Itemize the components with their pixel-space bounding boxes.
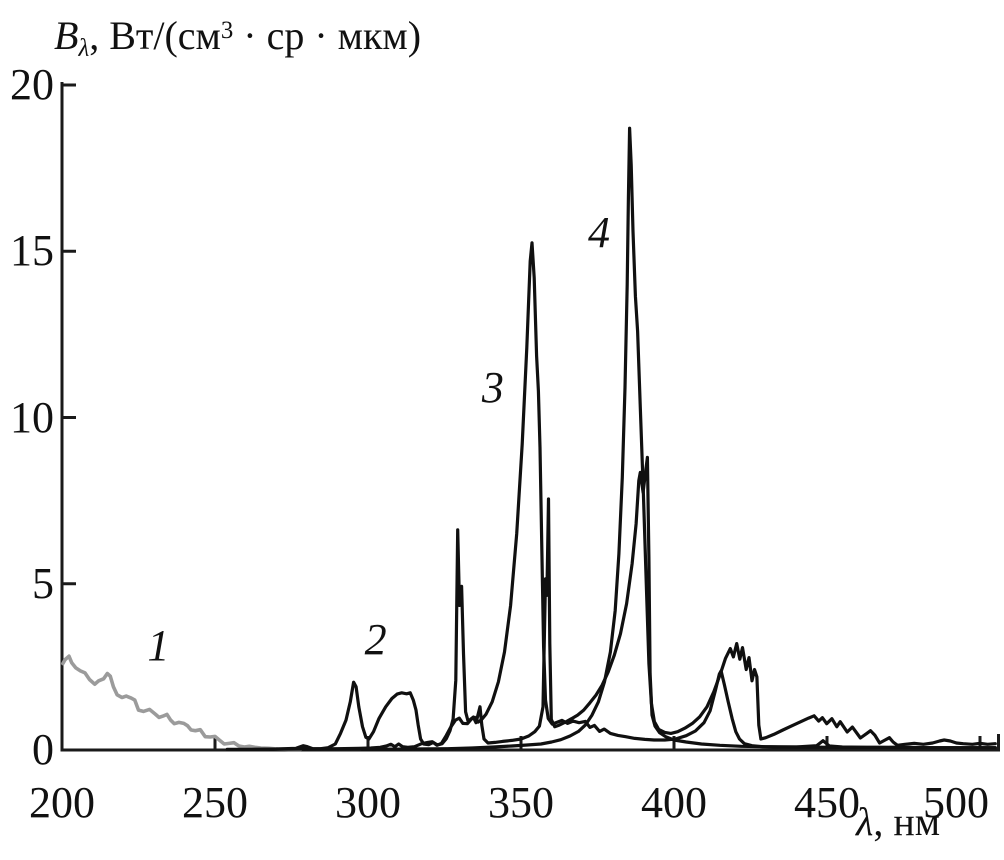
series-line-1 (61, 654, 303, 752)
series-line-2 (225, 455, 997, 751)
y-axis-unit-exponent: 3 (220, 16, 234, 44)
y-tick-label-0: 0 (32, 725, 54, 774)
x-tick-label-400: 400 (641, 778, 707, 827)
x-tick-label-200: 200 (29, 778, 95, 827)
x-tick-label-350: 350 (488, 778, 554, 827)
y-axis-unit-post: · ср · мкм) (233, 13, 422, 58)
y-axis-symbol: B (54, 13, 79, 58)
x-tick-label-300: 300 (335, 778, 401, 827)
y-tick-label-5: 5 (32, 558, 54, 608)
curve-label-1: 1 (147, 621, 170, 671)
x-axis-symbol: λ (856, 799, 874, 844)
x-tick-label-250: 250 (182, 778, 248, 827)
x-axis-unit: , нм (873, 799, 941, 844)
y-axis-symbol-subscript: λ (78, 34, 90, 62)
series-line-4 (360, 126, 997, 751)
x-axis-title: λ, нм (856, 802, 940, 842)
curve-label-2: 2 (364, 615, 387, 665)
y-tick-label-20: 20 (10, 60, 54, 109)
y-axis-title: Bλ, Вт/(см3 · ср · мкм) (54, 13, 422, 61)
x-tick-label-500: 500 (923, 778, 989, 827)
curve-label-3: 3 (481, 362, 504, 412)
x-tick-label-450: 450 (794, 778, 860, 827)
y-tick-label-10: 10 (10, 392, 54, 442)
curve-label-4: 4 (588, 207, 611, 257)
y-axis-unit-pre: , Вт/(см (89, 13, 221, 58)
series-line-3 (268, 241, 997, 751)
y-tick-label-15: 15 (10, 226, 54, 276)
